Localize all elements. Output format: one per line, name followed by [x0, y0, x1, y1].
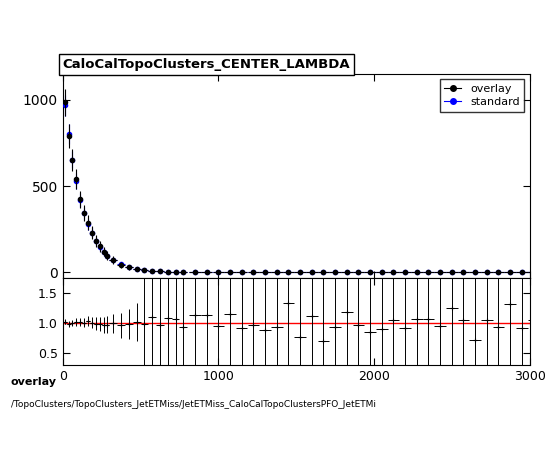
Legend: overlay, standard: overlay, standard — [440, 79, 524, 112]
Text: CaloCalTopoClusters_CENTER_LAMBDA: CaloCalTopoClusters_CENTER_LAMBDA — [63, 58, 351, 71]
Text: overlay: overlay — [11, 377, 57, 387]
Text: /TopoClusters/TopoClusters_JetETMiss/JetETMiss_CaloCalTopoClustersPFO_JetETMi: /TopoClusters/TopoClusters_JetETMiss/Jet… — [11, 400, 376, 408]
